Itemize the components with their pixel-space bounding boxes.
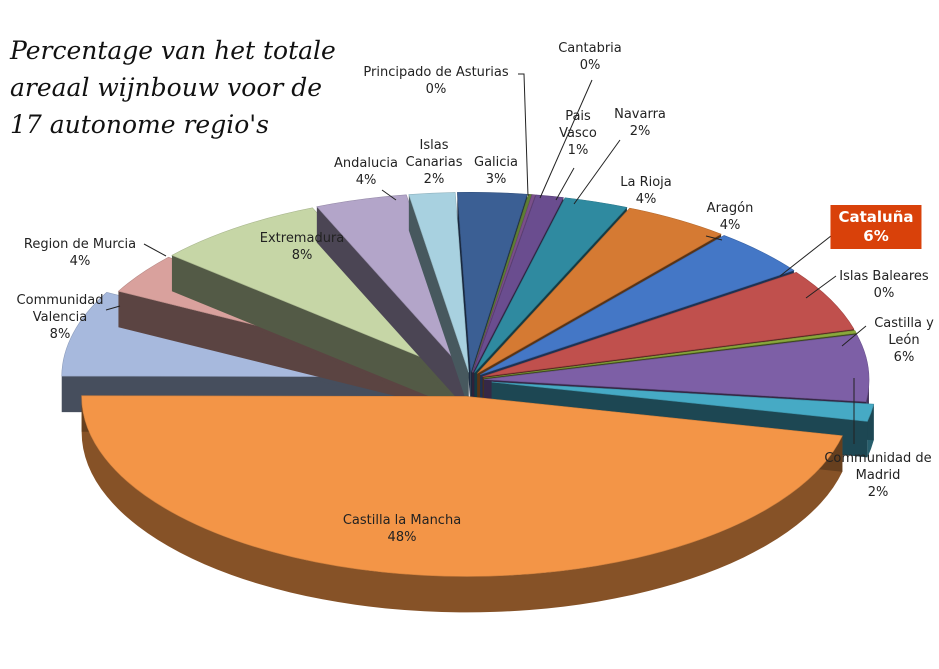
slice-top bbox=[483, 334, 870, 402]
data-label: Cantabria 0% bbox=[558, 40, 622, 74]
slice-percent: 8% bbox=[291, 248, 313, 263]
data-label: Castilla la Mancha 48% bbox=[343, 512, 461, 546]
slice-top bbox=[408, 192, 469, 373]
slice-castilla-la-mancha bbox=[81, 395, 843, 613]
slice-name: Pais bbox=[565, 109, 591, 124]
slice-percent: 8% bbox=[49, 327, 71, 342]
data-label: Pais Vasco 1% bbox=[559, 108, 597, 159]
slice-top bbox=[482, 271, 855, 377]
leader-line bbox=[539, 79, 593, 199]
slice-percent: 4% bbox=[69, 254, 91, 269]
slice-percent: 2% bbox=[629, 124, 651, 139]
slice-name: Andalucia bbox=[334, 156, 398, 171]
slice-name: Canarias bbox=[405, 155, 463, 170]
slice-name: Islas bbox=[419, 138, 449, 153]
slice-islas-canarias bbox=[408, 192, 469, 409]
slice-percent: 0% bbox=[873, 286, 895, 301]
slice-name: Galicia bbox=[474, 155, 518, 170]
data-label: Communidad de Madrid 2% bbox=[824, 450, 931, 501]
data-label: Communidad Valencia 8% bbox=[17, 292, 104, 343]
leader-line bbox=[555, 167, 575, 201]
slice-name: Castilla y bbox=[874, 316, 934, 331]
slice-top bbox=[171, 207, 463, 375]
slice-name: Communidad bbox=[16, 293, 104, 308]
slice-wall bbox=[316, 206, 467, 409]
slice-name: Communidad de bbox=[824, 451, 932, 466]
slice-top bbox=[316, 194, 467, 373]
leader-line bbox=[381, 189, 397, 201]
slice-top bbox=[477, 207, 722, 374]
slice-top bbox=[457, 192, 528, 373]
data-label: Navarra 2% bbox=[614, 106, 666, 140]
slice-percent: 0% bbox=[425, 82, 447, 97]
data-label: Islas Canarias 2% bbox=[406, 137, 463, 188]
data-label: Castilla y León 6% bbox=[874, 315, 934, 366]
slice-wall bbox=[171, 255, 462, 410]
leader-line bbox=[518, 73, 529, 197]
slice-name: Extremadura bbox=[259, 231, 345, 246]
slice-percent: 3% bbox=[485, 172, 507, 187]
chart-title-line-3: 17 autonome regio's bbox=[10, 110, 269, 139]
slice-wall bbox=[408, 194, 469, 409]
leader-line bbox=[143, 243, 167, 257]
leader-line bbox=[705, 235, 723, 241]
data-label: Galicia 3% bbox=[474, 154, 518, 188]
slice-name: Castilla la Mancha bbox=[342, 513, 462, 528]
slice-name: Region de Murcia bbox=[23, 237, 137, 252]
data-label: La Rioja 4% bbox=[620, 174, 672, 208]
chart-title: Percentage van het totale areaal wijnbou… bbox=[10, 32, 340, 143]
slice-name: Islas Baleares bbox=[839, 269, 929, 284]
slice-top bbox=[474, 197, 628, 373]
slice-name: Navarra bbox=[614, 107, 666, 122]
slice-top bbox=[491, 381, 875, 422]
slice-top bbox=[483, 330, 857, 379]
slice-name: Madrid bbox=[855, 468, 901, 483]
data-label: Principado de Asturias 0% bbox=[363, 64, 508, 98]
slice-percent: 0% bbox=[579, 58, 601, 73]
slice-name: Vasco bbox=[559, 126, 597, 141]
data-label: Islas Baleares 0% bbox=[839, 268, 928, 302]
leader-line bbox=[105, 305, 121, 311]
leader-line bbox=[841, 325, 867, 347]
data-label: Cataluña 6% bbox=[830, 205, 922, 249]
slice-top bbox=[81, 395, 843, 577]
slice-percent: 4% bbox=[635, 192, 657, 207]
slice-percent: 1% bbox=[567, 143, 589, 158]
slice-name: Cantabria bbox=[558, 41, 622, 56]
slice-name: León bbox=[888, 333, 920, 348]
slice-name: Cataluña bbox=[838, 208, 914, 226]
slice-top bbox=[472, 194, 564, 373]
slice-percent: 2% bbox=[423, 172, 445, 187]
data-label: Andalucia 4% bbox=[334, 155, 398, 189]
slice-percent: 4% bbox=[355, 173, 377, 188]
slice-top bbox=[471, 194, 536, 373]
leader-line bbox=[779, 231, 837, 277]
slice-name: La Rioja bbox=[620, 175, 672, 190]
leader-line bbox=[805, 275, 837, 299]
slice-percent: 2% bbox=[867, 485, 889, 500]
data-label: Extremadura 8% bbox=[260, 230, 345, 264]
slice-wall bbox=[118, 291, 459, 412]
leader-line bbox=[573, 139, 621, 205]
slice-name: Valencia bbox=[32, 310, 88, 325]
slice-top bbox=[480, 235, 795, 376]
slice-side bbox=[81, 396, 843, 613]
slice-name: Principado de Asturias bbox=[363, 65, 509, 80]
slice-percent: 4% bbox=[719, 218, 741, 233]
slice-percent: 48% bbox=[387, 530, 417, 545]
chart-title-line-1: Percentage van het totale bbox=[10, 36, 336, 65]
slice-percent: 6% bbox=[863, 227, 889, 245]
data-label: Aragón 4% bbox=[707, 200, 754, 234]
chart-title-line-2: areaal wijnbouw voor de bbox=[10, 73, 323, 102]
data-label: Region de Murcia 4% bbox=[24, 236, 136, 270]
slice-name: Aragón bbox=[706, 201, 754, 216]
slice-percent: 6% bbox=[893, 350, 915, 365]
